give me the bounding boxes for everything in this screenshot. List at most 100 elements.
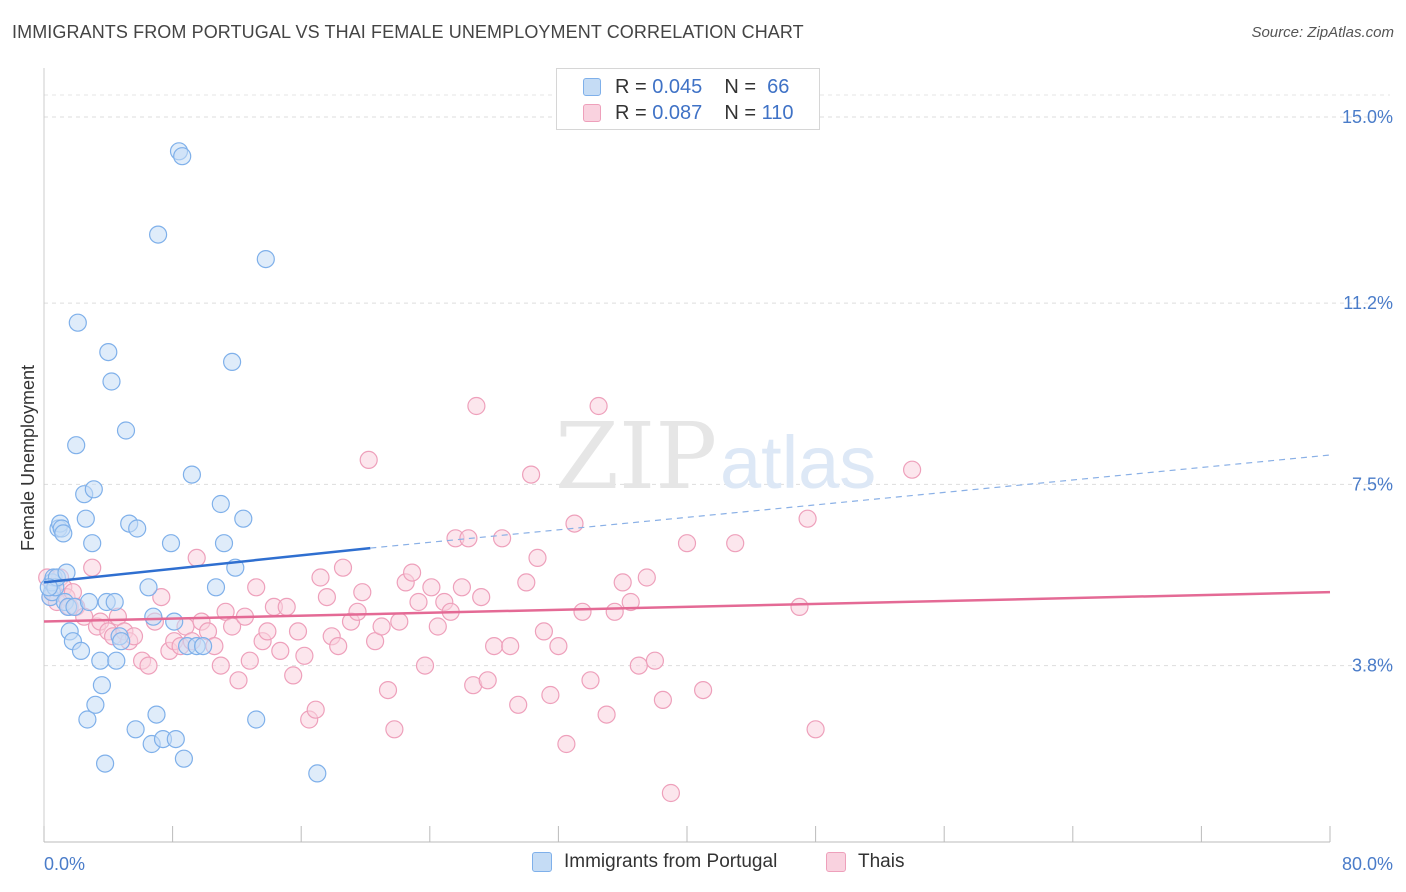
y-tick-label: 15.0%	[1342, 107, 1393, 127]
point-portugal	[68, 313, 87, 332]
series-legend: Immigrants from Portugal Thais	[0, 851, 1406, 877]
point-thais	[311, 568, 330, 587]
correlation-legend: R = 0.045 N = 66 R = 0.087 N = 110	[556, 68, 820, 130]
legend-swatch-thais	[826, 852, 846, 872]
point-thais	[597, 705, 616, 724]
point-thais	[472, 587, 491, 607]
point-portugal	[84, 480, 103, 499]
point-thais	[478, 671, 497, 690]
watermark-atlas: atlas	[720, 421, 876, 504]
point-thais	[353, 583, 372, 602]
point-thais	[629, 656, 648, 675]
legend-row-portugal: R = 0.045 N = 66	[583, 75, 789, 99]
point-thais	[501, 636, 520, 656]
trend-lines	[43, 454, 1331, 623]
point-portugal	[128, 519, 147, 538]
point-portugal	[126, 720, 145, 739]
legend-swatch-portugal	[532, 852, 552, 872]
point-thais	[902, 460, 922, 479]
point-portugal	[211, 494, 230, 514]
point-thais	[284, 666, 303, 685]
point-thais	[790, 597, 809, 617]
grid-lines	[44, 94, 1390, 667]
legend-row-thais: R = 0.087 N = 110	[583, 101, 793, 125]
point-thais	[288, 622, 308, 641]
point-portugal	[92, 676, 112, 695]
point-thais	[541, 685, 560, 705]
point-thais	[528, 548, 547, 568]
point-portugal	[206, 578, 226, 597]
point-thais	[693, 680, 713, 700]
point-thais	[422, 578, 441, 597]
point-portugal	[102, 372, 121, 391]
point-portugal	[78, 710, 97, 729]
point-portugal	[234, 509, 253, 528]
point-portugal	[76, 509, 95, 528]
point-thais	[467, 396, 486, 416]
source-credit: Source: ZipAtlas.com	[1251, 24, 1394, 41]
legend-item-thais[interactable]: Thais	[826, 851, 904, 873]
point-thais	[409, 592, 428, 612]
point-thais	[661, 783, 681, 803]
point-portugal	[247, 710, 266, 729]
y-tick-label: 3.8%	[1352, 656, 1393, 676]
point-thais	[372, 617, 391, 636]
point-thais	[187, 548, 206, 568]
point-thais	[493, 529, 512, 548]
point-thais	[605, 602, 624, 621]
legend-n-label: N =	[724, 75, 756, 98]
y-tick-label: 7.5%	[1352, 474, 1393, 494]
point-thais	[621, 592, 640, 612]
y-tick-label: 11.2%	[1343, 293, 1393, 313]
point-thais	[677, 534, 697, 553]
point-portugal	[139, 578, 158, 597]
point-portugal	[214, 534, 234, 553]
point-thais	[333, 558, 353, 577]
point-thais	[509, 695, 528, 714]
point-thais	[534, 622, 554, 641]
point-thais	[271, 641, 290, 661]
legend-r-value-portugal: 0.045	[652, 75, 703, 98]
point-thais	[653, 690, 673, 710]
point-thais	[240, 651, 259, 670]
point-portugal	[71, 641, 91, 661]
legend-r-label: R =	[615, 101, 647, 124]
point-thais	[459, 529, 478, 548]
point-thais	[806, 720, 825, 739]
point-thais	[317, 587, 336, 607]
watermark-zip: ZIP	[555, 403, 717, 510]
point-thais	[726, 534, 745, 553]
point-thais	[428, 617, 447, 636]
point-portugal	[86, 695, 105, 714]
point-thais	[277, 597, 296, 617]
x-tick-label-max: 80.0%	[1342, 854, 1393, 874]
point-portugal	[79, 592, 99, 612]
point-thais	[390, 612, 409, 631]
point-portugal	[112, 632, 131, 651]
point-thais	[637, 568, 656, 587]
point-portugal	[116, 421, 136, 440]
point-portugal	[149, 225, 168, 244]
point-thais	[557, 734, 576, 754]
point-portugal	[144, 607, 163, 626]
point-portugal	[67, 436, 86, 455]
point-thais	[359, 450, 378, 469]
point-thais	[581, 671, 600, 690]
point-thais	[385, 720, 404, 739]
point-thais	[139, 656, 158, 675]
legend-swatch-thais	[583, 104, 601, 122]
point-thais	[152, 587, 171, 607]
point-thais	[521, 465, 541, 484]
point-portugal	[165, 612, 184, 631]
point-thais	[229, 671, 248, 690]
point-thais	[589, 396, 608, 416]
legend-item-portugal[interactable]: Immigrants from Portugal	[532, 851, 777, 873]
legend-r-value-thais: 0.087	[652, 101, 703, 124]
point-thais	[613, 573, 632, 592]
point-thais	[247, 578, 266, 597]
point-thais	[645, 651, 665, 670]
point-thais	[329, 636, 348, 656]
axes	[43, 68, 1331, 843]
point-thais	[573, 602, 592, 621]
point-portugal	[107, 651, 126, 670]
